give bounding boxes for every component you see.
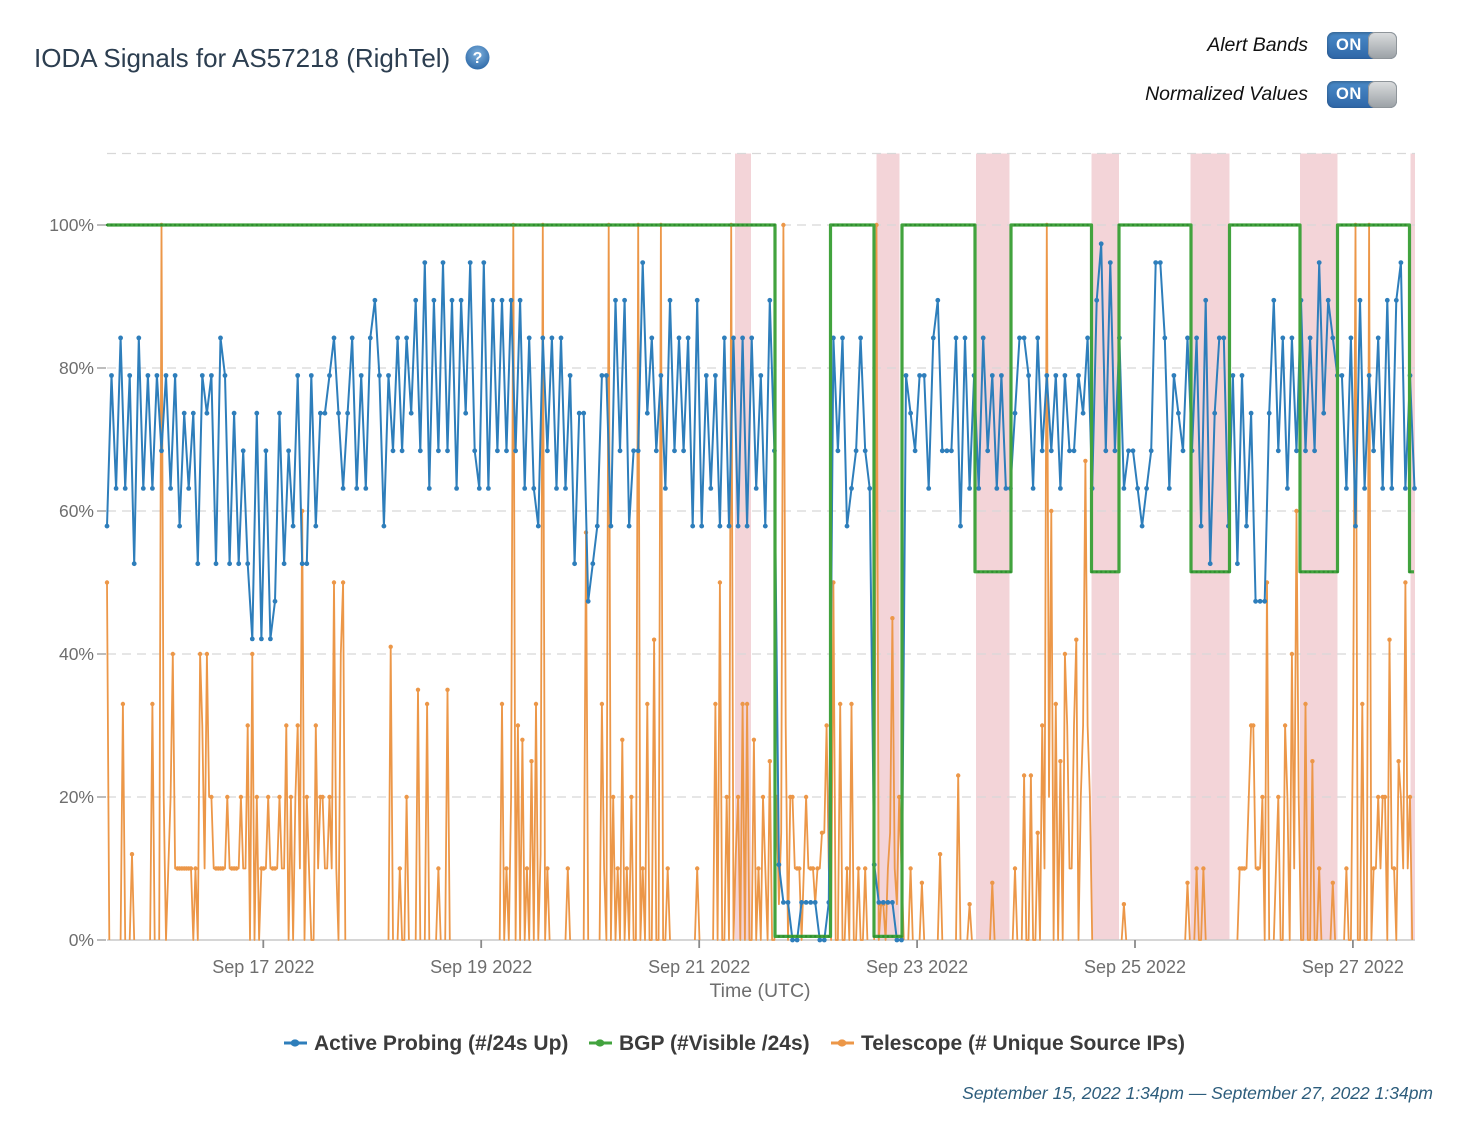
svg-text:Sep 23 2022: Sep 23 2022 — [866, 957, 968, 977]
svg-text:20%: 20% — [59, 787, 94, 807]
svg-text:Active Probing (#/24s Up): Active Probing (#/24s Up) — [314, 1032, 568, 1055]
svg-text:100%: 100% — [49, 215, 94, 235]
svg-text:40%: 40% — [59, 644, 94, 664]
svg-text:Sep 17 2022: Sep 17 2022 — [212, 957, 314, 977]
svg-text:Telescope (# Unique Source IPs: Telescope (# Unique Source IPs) — [861, 1032, 1185, 1055]
svg-text:60%: 60% — [59, 501, 94, 521]
svg-text:Sep 25 2022: Sep 25 2022 — [1084, 957, 1186, 977]
svg-text:September 15, 2022 1:34pm — Se: September 15, 2022 1:34pm — September 27… — [962, 1083, 1433, 1103]
svg-text:Time (UTC): Time (UTC) — [709, 980, 810, 1002]
svg-text:BGP (#Visible /24s): BGP (#Visible /24s) — [619, 1032, 810, 1055]
svg-text:80%: 80% — [59, 358, 94, 378]
svg-text:0%: 0% — [69, 930, 94, 950]
svg-text:Sep 27 2022: Sep 27 2022 — [1302, 957, 1404, 977]
svg-text:Sep 19 2022: Sep 19 2022 — [430, 957, 532, 977]
svg-text:Sep 21 2022: Sep 21 2022 — [648, 957, 750, 977]
svg-text:?: ? — [472, 50, 482, 67]
